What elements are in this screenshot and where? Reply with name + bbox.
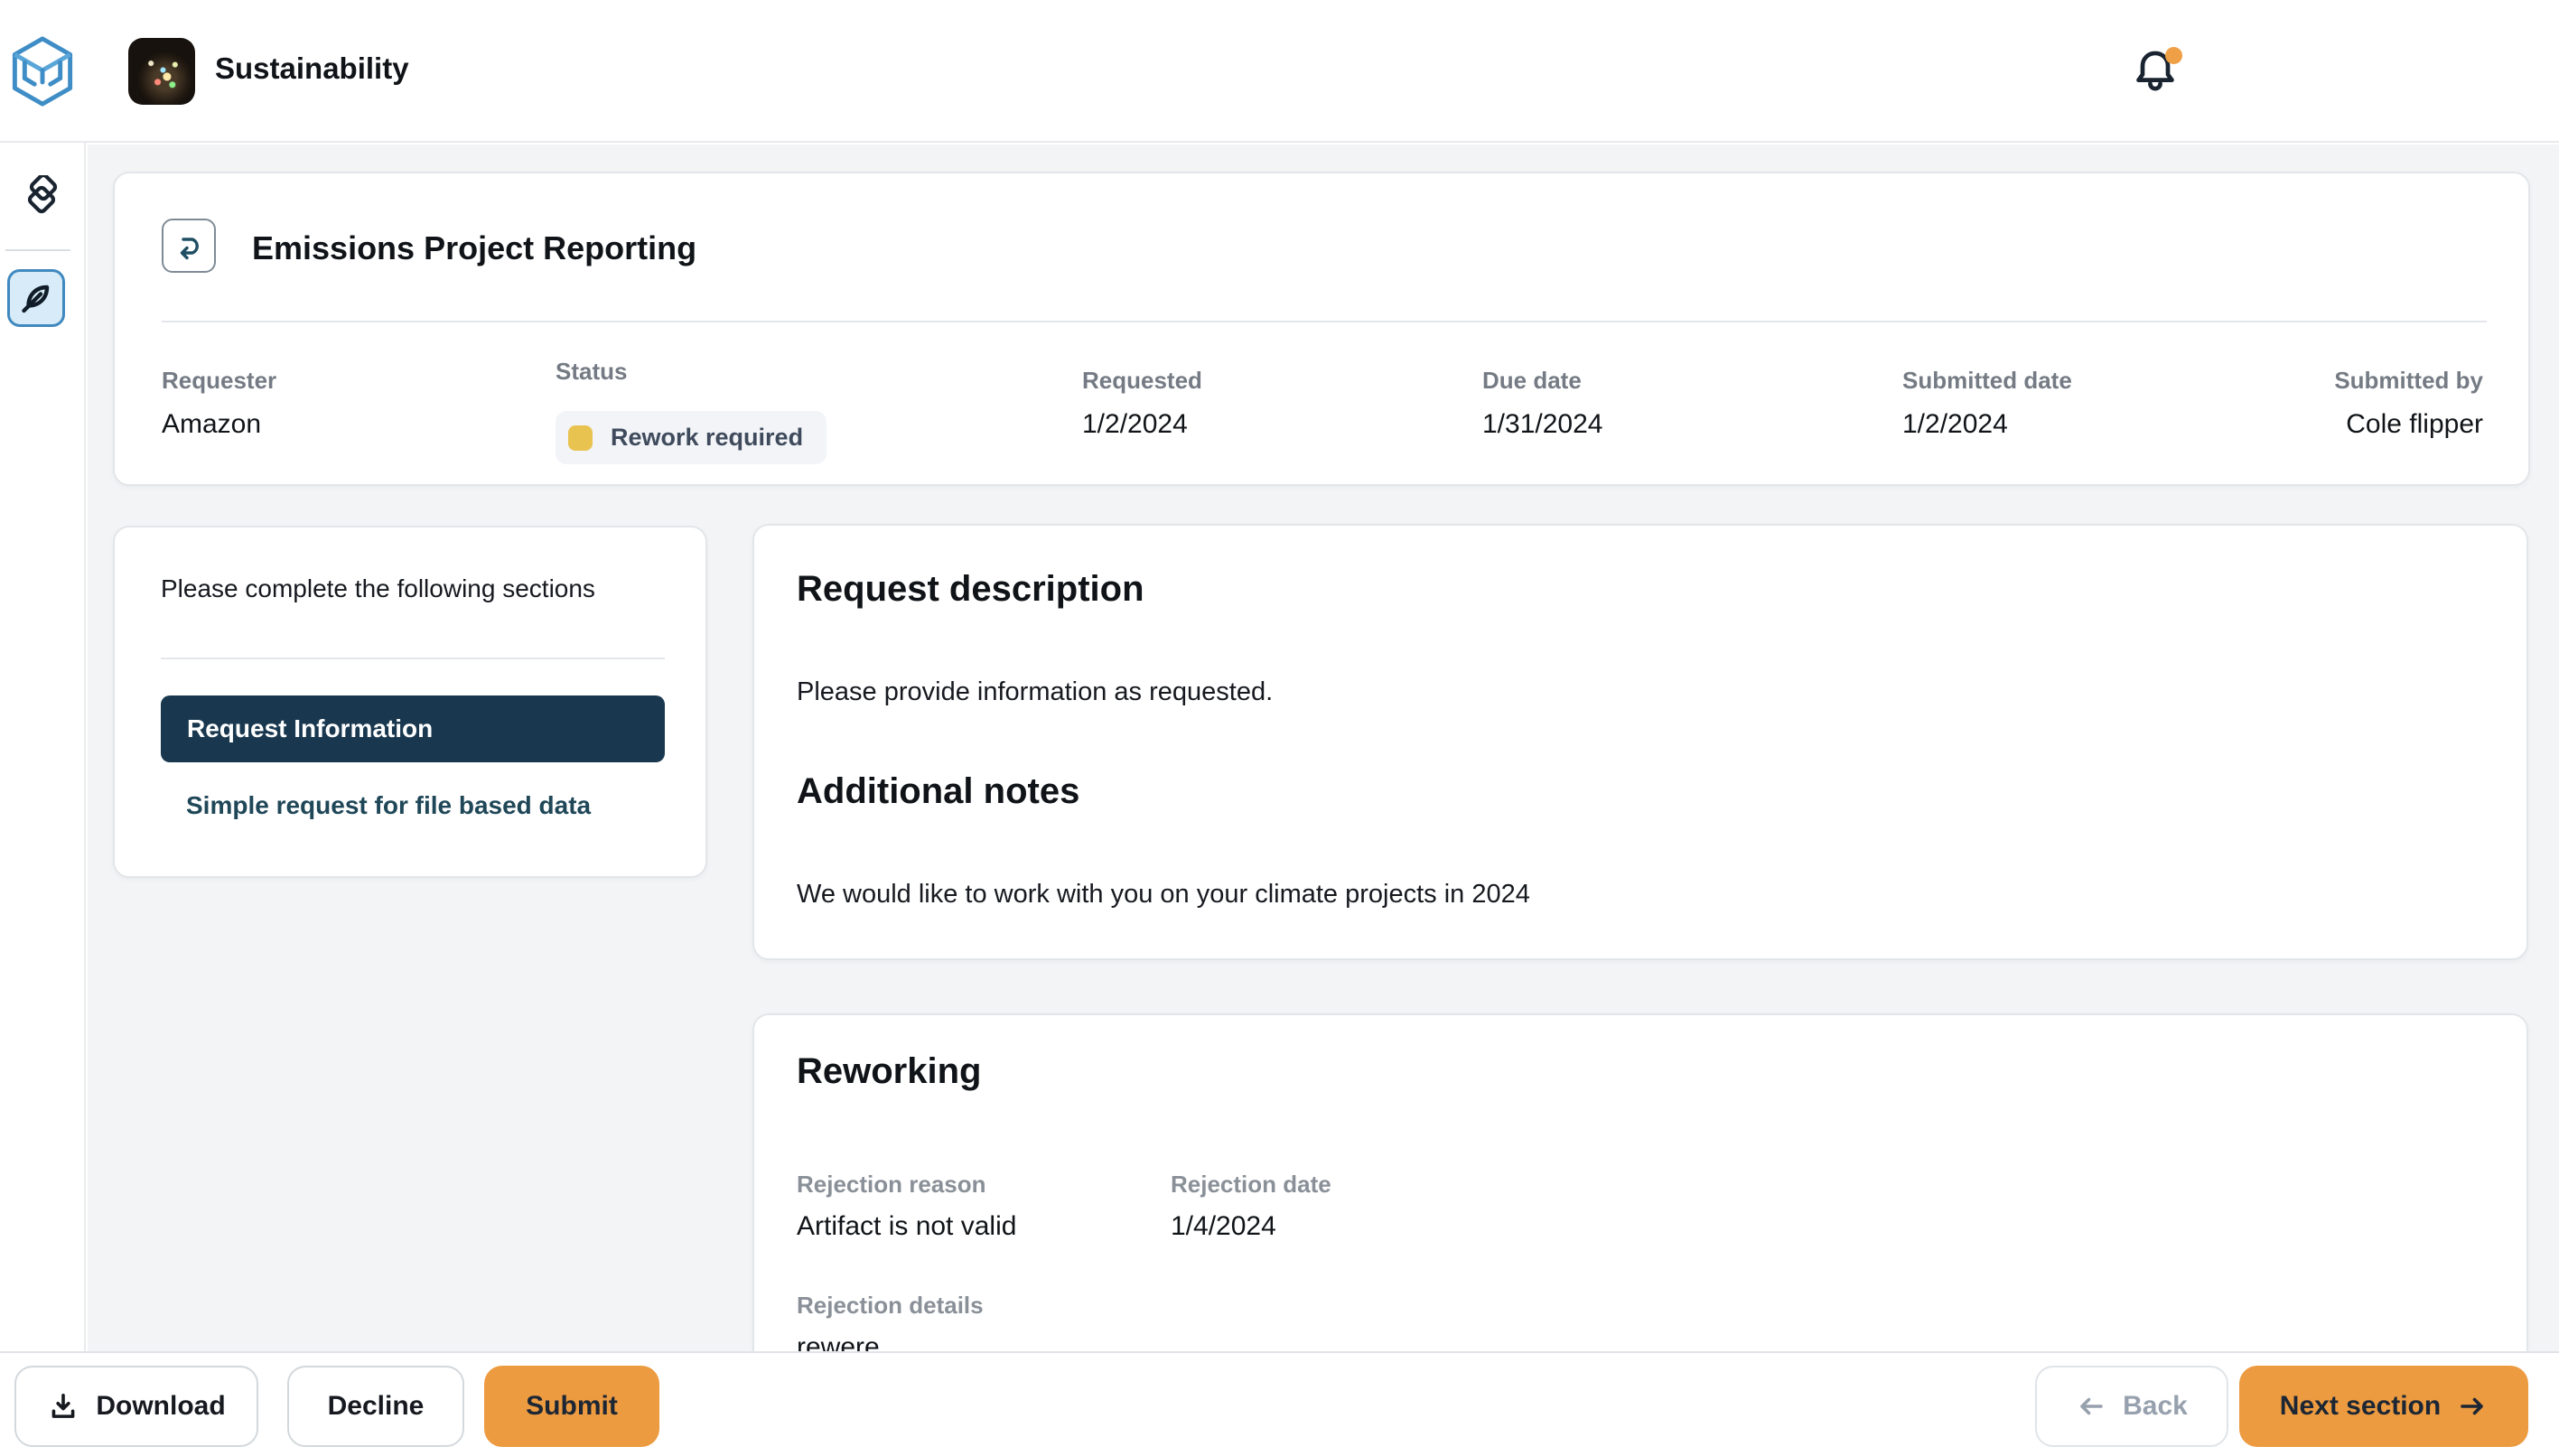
section-item-request-information[interactable]: Request Information xyxy=(161,695,665,762)
sidebar-divider xyxy=(5,249,70,251)
download-label: Download xyxy=(96,1391,226,1421)
field-label: Rejection details xyxy=(797,1292,984,1319)
field-label: Rejection reason xyxy=(797,1171,986,1198)
next-section-label: Next section xyxy=(2279,1391,2442,1421)
back-button[interactable]: Back xyxy=(2035,1366,2228,1447)
summary-card: Emissions Project Reporting Requester Am… xyxy=(113,172,2530,486)
additional-notes-body: We would like to work with you on your c… xyxy=(797,880,1530,909)
request-description-body: Please provide information as requested. xyxy=(797,677,1274,706)
field-value: Amazon xyxy=(162,409,262,439)
download-icon xyxy=(47,1390,79,1423)
return-arrow-icon xyxy=(173,229,205,262)
field-rejection-date: Rejection date 1/4/2024 xyxy=(1171,1171,1331,1242)
field-value: 1/2/2024 xyxy=(1082,409,1188,439)
submit-button[interactable]: Submit xyxy=(484,1366,659,1447)
reworking-heading: Reworking xyxy=(797,1051,982,1091)
field-label: Submitted date xyxy=(1902,367,2072,394)
overlapping-squares-icon xyxy=(20,175,65,220)
field-label: Status xyxy=(556,358,628,385)
cube-logo-icon xyxy=(11,35,74,107)
sections-panel: Please complete the following sections R… xyxy=(113,526,707,878)
field-requester: Requester Amazon xyxy=(162,367,276,440)
arrow-right-icon xyxy=(2457,1391,2488,1422)
field-value: 1/4/2024 xyxy=(1171,1211,1276,1241)
sidebar-item-apps[interactable] xyxy=(13,168,72,228)
notifications-button[interactable] xyxy=(2132,45,2186,99)
action-bar: Download Decline Submit Back Next sectio… xyxy=(0,1351,2559,1456)
status-text: Rework required xyxy=(611,424,804,451)
sidebar-item-sustainability[interactable] xyxy=(7,269,65,327)
request-description-card: Request description Please provide infor… xyxy=(752,524,2528,960)
field-label: Requester xyxy=(162,367,277,394)
back-label: Back xyxy=(2123,1391,2188,1421)
sections-divider xyxy=(161,658,665,659)
submit-label: Submit xyxy=(526,1391,618,1421)
field-value: Cole flipper xyxy=(2346,409,2483,439)
request-title: Emissions Project Reporting xyxy=(252,229,697,266)
field-value: Artifact is not valid xyxy=(797,1211,1017,1241)
leaf-icon xyxy=(16,278,56,318)
status-color-swatch xyxy=(568,425,593,451)
field-requested: Requested 1/2/2024 xyxy=(1082,367,1202,440)
icon-sidebar xyxy=(0,0,86,1351)
field-rejection-reason: Rejection reason Artifact is not valid xyxy=(797,1171,1016,1242)
page-title: Sustainability xyxy=(215,51,409,85)
summary-divider xyxy=(162,321,2487,322)
top-header: Sustainability xyxy=(0,0,2559,143)
field-label: Requested xyxy=(1082,367,1202,394)
notification-badge-dot xyxy=(2165,47,2182,64)
field-status: Status Rework required xyxy=(556,358,827,464)
field-due-date: Due date 1/31/2024 xyxy=(1482,367,1602,440)
sections-instruction: Please complete the following sections xyxy=(161,574,595,602)
additional-notes-heading: Additional notes xyxy=(797,771,1080,811)
decline-label: Decline xyxy=(327,1391,425,1421)
field-label: Rejection date xyxy=(1171,1171,1331,1198)
decline-button[interactable]: Decline xyxy=(287,1366,464,1447)
next-section-button[interactable]: Next section xyxy=(2239,1366,2528,1447)
field-value: 1/2/2024 xyxy=(1902,409,2008,439)
section-item-simple-request[interactable]: Simple request for file based data xyxy=(186,791,592,819)
field-value: 1/31/2024 xyxy=(1482,409,1603,439)
status-badge: Rework required xyxy=(556,411,827,464)
field-label: Due date xyxy=(1482,367,1582,394)
field-label: Submitted by xyxy=(2334,367,2483,394)
request-description-heading: Request description xyxy=(797,569,1144,609)
home-logo-button[interactable] xyxy=(5,33,79,110)
arrow-left-icon xyxy=(2076,1391,2106,1422)
download-button[interactable]: Download xyxy=(14,1366,258,1447)
bell-icon xyxy=(2132,45,2186,96)
back-to-requests-button[interactable] xyxy=(162,219,216,273)
field-submitted-by: Submitted by Cole flipper xyxy=(2334,367,2483,440)
reworking-card: Reworking Rejection reason Artifact is n… xyxy=(752,1013,2528,1362)
app-thumbnail-fireworks[interactable] xyxy=(128,38,195,105)
field-submitted-date: Submitted date 1/2/2024 xyxy=(1902,367,2072,440)
